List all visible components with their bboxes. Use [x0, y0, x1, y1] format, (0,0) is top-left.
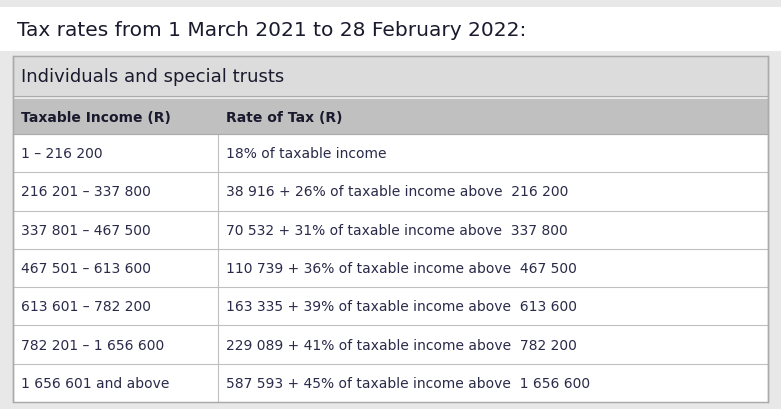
- Text: 38 916 + 26% of taxable income above  216 200: 38 916 + 26% of taxable income above 216…: [226, 185, 569, 199]
- Bar: [13, 211, 768, 249]
- Bar: [0, 8, 781, 52]
- Bar: [13, 57, 768, 97]
- Text: 782 201 – 1 656 600: 782 201 – 1 656 600: [21, 338, 164, 352]
- Text: 1 656 601 and above: 1 656 601 and above: [21, 376, 169, 390]
- Text: 613 601 – 782 200: 613 601 – 782 200: [21, 299, 151, 314]
- Text: Taxable Income (R): Taxable Income (R): [21, 110, 171, 124]
- Text: 18% of taxable income: 18% of taxable income: [226, 147, 387, 161]
- Text: Tax rates from 1 March 2021 to 28 February 2022:: Tax rates from 1 March 2021 to 28 Februa…: [17, 20, 526, 39]
- Text: 587 593 + 45% of taxable income above  1 656 600: 587 593 + 45% of taxable income above 1 …: [226, 376, 590, 390]
- Bar: [13, 57, 768, 402]
- Text: Rate of Tax (R): Rate of Tax (R): [226, 110, 343, 124]
- Text: 163 335 + 39% of taxable income above  613 600: 163 335 + 39% of taxable income above 61…: [226, 299, 577, 314]
- Text: 467 501 – 613 600: 467 501 – 613 600: [21, 261, 151, 275]
- Bar: [13, 249, 768, 288]
- Text: 110 739 + 36% of taxable income above  467 500: 110 739 + 36% of taxable income above 46…: [226, 261, 577, 275]
- Bar: [13, 288, 768, 326]
- Bar: [13, 135, 768, 173]
- Text: Individuals and special trusts: Individuals and special trusts: [21, 68, 284, 86]
- Bar: [13, 100, 768, 135]
- Text: 337 801 – 467 500: 337 801 – 467 500: [21, 223, 151, 237]
- Bar: [13, 364, 768, 402]
- Text: 229 089 + 41% of taxable income above  782 200: 229 089 + 41% of taxable income above 78…: [226, 338, 577, 352]
- Bar: [13, 326, 768, 364]
- Text: 70 532 + 31% of taxable income above  337 800: 70 532 + 31% of taxable income above 337…: [226, 223, 568, 237]
- Text: 1 – 216 200: 1 – 216 200: [21, 147, 102, 161]
- Text: 216 201 – 337 800: 216 201 – 337 800: [21, 185, 151, 199]
- Bar: [13, 173, 768, 211]
